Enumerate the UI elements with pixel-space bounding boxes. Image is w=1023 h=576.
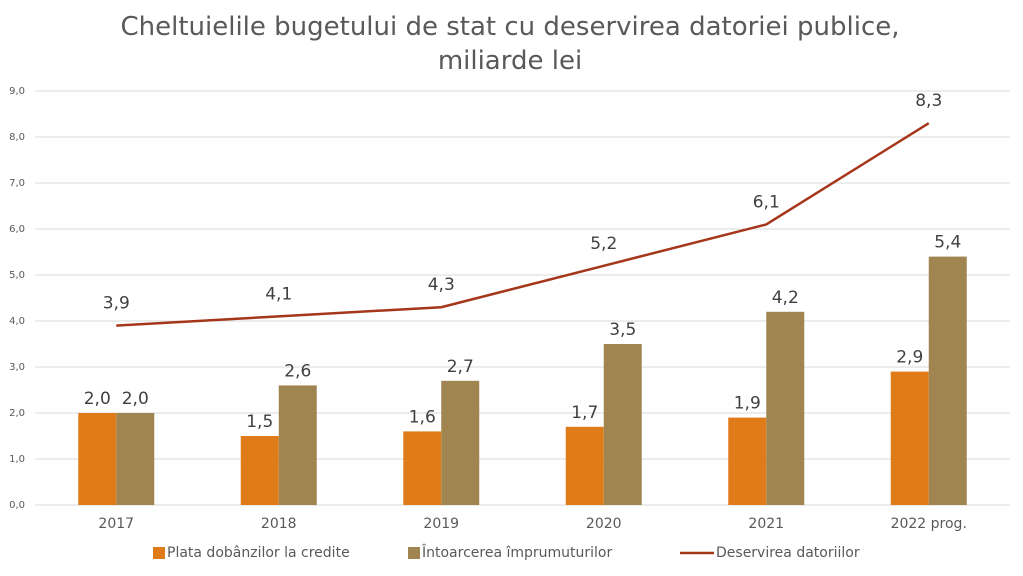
y-tick-label: 5,0: [9, 270, 25, 281]
data-label: 5,2: [590, 234, 617, 254]
data-label: 4,3: [428, 275, 455, 295]
data-label: 1,5: [246, 412, 273, 432]
x-tick-label: 2020: [586, 516, 622, 532]
legend-swatch: [408, 547, 420, 559]
y-tick-label: 9,0: [9, 86, 25, 97]
data-label: 1,6: [409, 407, 436, 427]
y-tick-label: 6,0: [9, 224, 25, 235]
bar: [278, 385, 317, 505]
bar: [565, 426, 604, 505]
chart-title: Cheltuielile bugetului de stat cu deserv…: [120, 12, 900, 76]
bar: [766, 311, 805, 505]
legend-label: Deservirea datoriilor: [716, 545, 860, 561]
bar: [116, 413, 155, 505]
data-label: 2,6: [284, 361, 311, 381]
data-label: 3,5: [609, 320, 636, 340]
bar: [928, 256, 967, 505]
data-label: 4,1: [265, 284, 292, 304]
bar: [403, 431, 442, 505]
data-label: 8,3: [915, 91, 942, 111]
x-tick-label: 2021: [748, 516, 784, 532]
bar: [240, 436, 279, 505]
legend-swatch: [153, 547, 165, 559]
x-tick-label: 2018: [261, 516, 297, 532]
data-label: 2,9: [896, 348, 923, 368]
legend-label: Întoarcerea împrumuturilor: [421, 543, 613, 561]
x-tick-label: 2019: [423, 516, 459, 532]
line: [116, 122, 930, 327]
y-tick-label: 8,0: [9, 132, 25, 143]
bar: [78, 413, 117, 505]
y-tick-label: 4,0: [9, 316, 25, 327]
data-label: 4,2: [772, 288, 799, 308]
y-tick-label: 2,0: [9, 408, 25, 419]
data-label: 5,4: [934, 233, 961, 253]
data-label: 2,7: [447, 357, 474, 377]
bar: [890, 371, 929, 505]
data-label: 6,1: [753, 192, 780, 212]
data-label: 3,9: [103, 294, 130, 314]
bar: [728, 417, 767, 505]
bar: [603, 344, 642, 505]
data-label: 1,7: [571, 403, 598, 423]
y-tick-label: 7,0: [9, 178, 25, 189]
data-label: 2,0: [84, 389, 111, 409]
y-tick-label: 1,0: [9, 454, 25, 465]
x-tick-label: 2022 prog.: [891, 516, 967, 532]
y-tick-label: 0,0: [9, 500, 25, 511]
data-label: 2,0: [122, 389, 149, 409]
y-tick-label: 3,0: [9, 362, 25, 373]
data-label: 1,9: [734, 394, 761, 414]
legend-label: Plata dobânzilor la credite: [167, 545, 350, 561]
x-tick-label: 2017: [98, 516, 134, 532]
bar: [441, 380, 480, 505]
